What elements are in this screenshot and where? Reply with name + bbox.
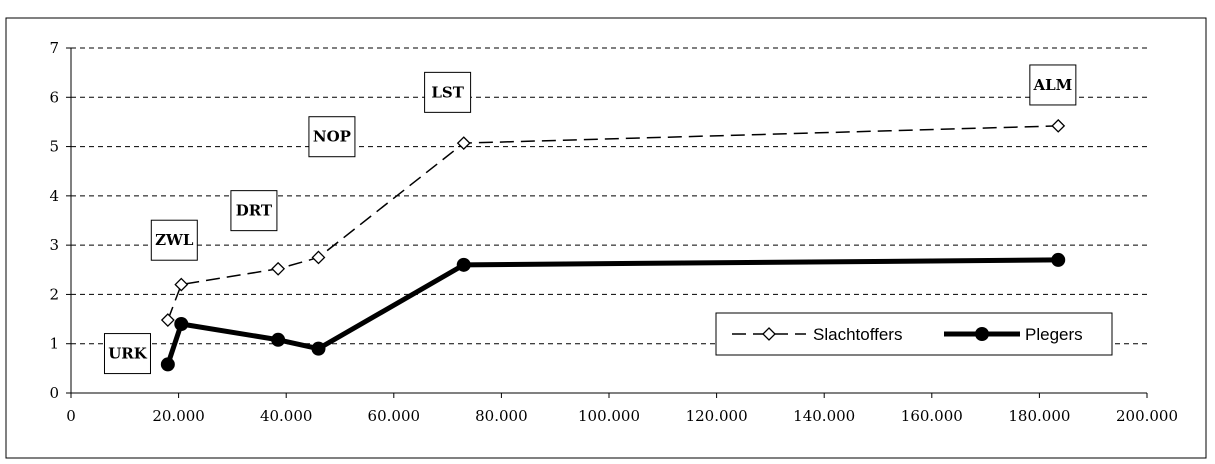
x-tick-label: 20.000 xyxy=(152,407,205,425)
annotation-label: LST xyxy=(431,83,464,101)
series-line-plegers xyxy=(165,257,1059,366)
x-tick-label: 60.000 xyxy=(368,407,421,425)
annotation-label: ZWL xyxy=(155,231,194,249)
legend-label-slachtoffers: Slachtoffers xyxy=(813,325,902,344)
annotation-label: URK xyxy=(108,345,148,363)
data-point-slachtoffers xyxy=(160,313,175,327)
legend-swatch-marker-plegers xyxy=(975,327,989,341)
annotation-box xyxy=(424,71,472,113)
chart-frame xyxy=(5,17,1207,459)
data-point-slachtoffers xyxy=(174,277,189,292)
x-tick-label: 140.000 xyxy=(793,407,855,425)
data-point-plegers xyxy=(160,357,175,372)
x-tick-label: 180.000 xyxy=(1008,407,1070,425)
x-tick-label: 0 xyxy=(66,407,76,425)
x-tick-label: 200.000 xyxy=(1116,407,1178,425)
data-point-slachtoffers xyxy=(271,261,286,276)
x-tick-label: 80.000 xyxy=(475,407,528,425)
x-tick-label: 120.000 xyxy=(686,407,748,425)
annotation-box xyxy=(308,116,356,158)
series xyxy=(160,118,1066,372)
data-point-plegers xyxy=(271,332,286,347)
y-tick-label: 5 xyxy=(49,138,59,156)
legend-swatch-marker-slachtoffers xyxy=(762,327,776,341)
legend: Slachtoffers Plegers xyxy=(715,312,1113,356)
annotation-box xyxy=(103,333,151,375)
x-tick-label: 40.000 xyxy=(260,407,313,425)
y-tick-label: 0 xyxy=(49,384,59,402)
y-tick-label: 4 xyxy=(49,187,59,205)
y-tick-label: 1 xyxy=(49,335,59,353)
y-tick-label: 2 xyxy=(49,285,59,303)
axes: 0 1 2 3 4 5 6 7 0 20.000 40.000 60.000 80.000 100.000… xyxy=(49,39,1178,425)
y-tick-label: 7 xyxy=(49,39,59,57)
annotation-box xyxy=(230,190,278,232)
series-line-slachtoffers xyxy=(167,125,1059,321)
data-point-plegers xyxy=(1051,252,1066,267)
y-tick-label: 6 xyxy=(49,88,59,106)
annotation-box xyxy=(150,219,198,261)
data-point-slachtoffers xyxy=(456,136,471,151)
data-point-plegers xyxy=(456,257,471,272)
data-point-slachtoffers xyxy=(1051,118,1066,133)
data-point-plegers xyxy=(311,341,326,356)
annotation-label: NOP xyxy=(313,128,351,146)
annotations: URK ZWL DRT NOP LST ALM xyxy=(103,64,1077,375)
annotation-label: DRT xyxy=(236,202,273,220)
legend-label-plegers: Plegers xyxy=(1025,325,1083,344)
annotation-box xyxy=(1029,64,1077,106)
data-point-plegers xyxy=(174,317,189,331)
x-tick-label: 160.000 xyxy=(901,407,963,425)
data-point-slachtoffers xyxy=(311,250,326,265)
annotation-label: ALM xyxy=(1032,76,1072,94)
x-tick-label: 100.000 xyxy=(578,407,640,425)
y-tick-label: 3 xyxy=(49,236,59,254)
